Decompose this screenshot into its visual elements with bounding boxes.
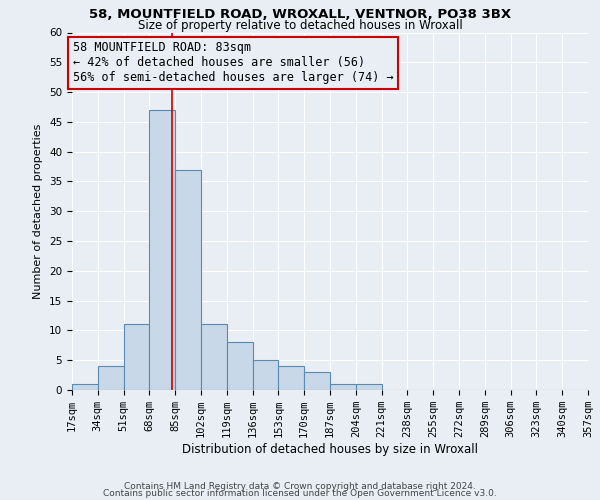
Text: 58, MOUNTFIELD ROAD, WROXALL, VENTNOR, PO38 3BX: 58, MOUNTFIELD ROAD, WROXALL, VENTNOR, P… <box>89 8 511 20</box>
Bar <box>72 384 98 390</box>
Bar <box>356 384 382 390</box>
Text: Contains HM Land Registry data © Crown copyright and database right 2024.: Contains HM Land Registry data © Crown c… <box>124 482 476 491</box>
Bar <box>278 366 304 390</box>
Y-axis label: Number of detached properties: Number of detached properties <box>34 124 43 299</box>
X-axis label: Distribution of detached houses by size in Wroxall: Distribution of detached houses by size … <box>182 443 478 456</box>
Bar <box>124 324 149 390</box>
Bar <box>149 110 175 390</box>
Bar <box>304 372 330 390</box>
Bar <box>227 342 253 390</box>
Bar <box>253 360 278 390</box>
Bar <box>201 324 227 390</box>
Bar <box>175 170 201 390</box>
Text: Contains public sector information licensed under the Open Government Licence v3: Contains public sector information licen… <box>103 490 497 498</box>
Bar <box>98 366 124 390</box>
Text: 58 MOUNTFIELD ROAD: 83sqm
← 42% of detached houses are smaller (56)
56% of semi-: 58 MOUNTFIELD ROAD: 83sqm ← 42% of detac… <box>73 42 394 84</box>
Bar <box>330 384 356 390</box>
Text: Size of property relative to detached houses in Wroxall: Size of property relative to detached ho… <box>137 19 463 32</box>
